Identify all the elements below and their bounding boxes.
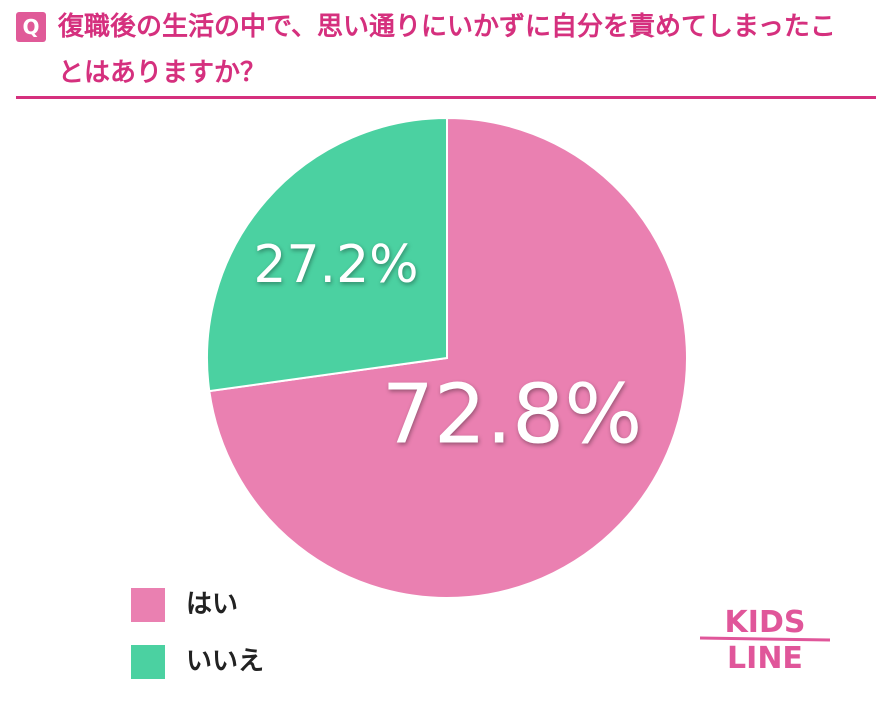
- question-badge: Q: [16, 12, 46, 42]
- legend-swatch: [131, 588, 165, 622]
- logo-text: LINE: [727, 641, 803, 676]
- logo-text: KIDS: [725, 605, 806, 640]
- legend-label: いいえ: [186, 647, 264, 677]
- chart-title: 復職後の生活の中で、思い通りにいかずに自分を責めてしまったことはありますか？: [58, 12, 836, 88]
- value-label: 72.8%: [382, 367, 643, 462]
- legend-label: はい: [186, 590, 238, 620]
- logo-arrow: [699, 636, 831, 642]
- legend-swatch: [131, 645, 165, 679]
- value-label: 27.2%: [253, 235, 418, 295]
- pie-slice: [208, 116, 688, 599]
- title-rule: [16, 96, 876, 99]
- pie-slice: [206, 116, 448, 393]
